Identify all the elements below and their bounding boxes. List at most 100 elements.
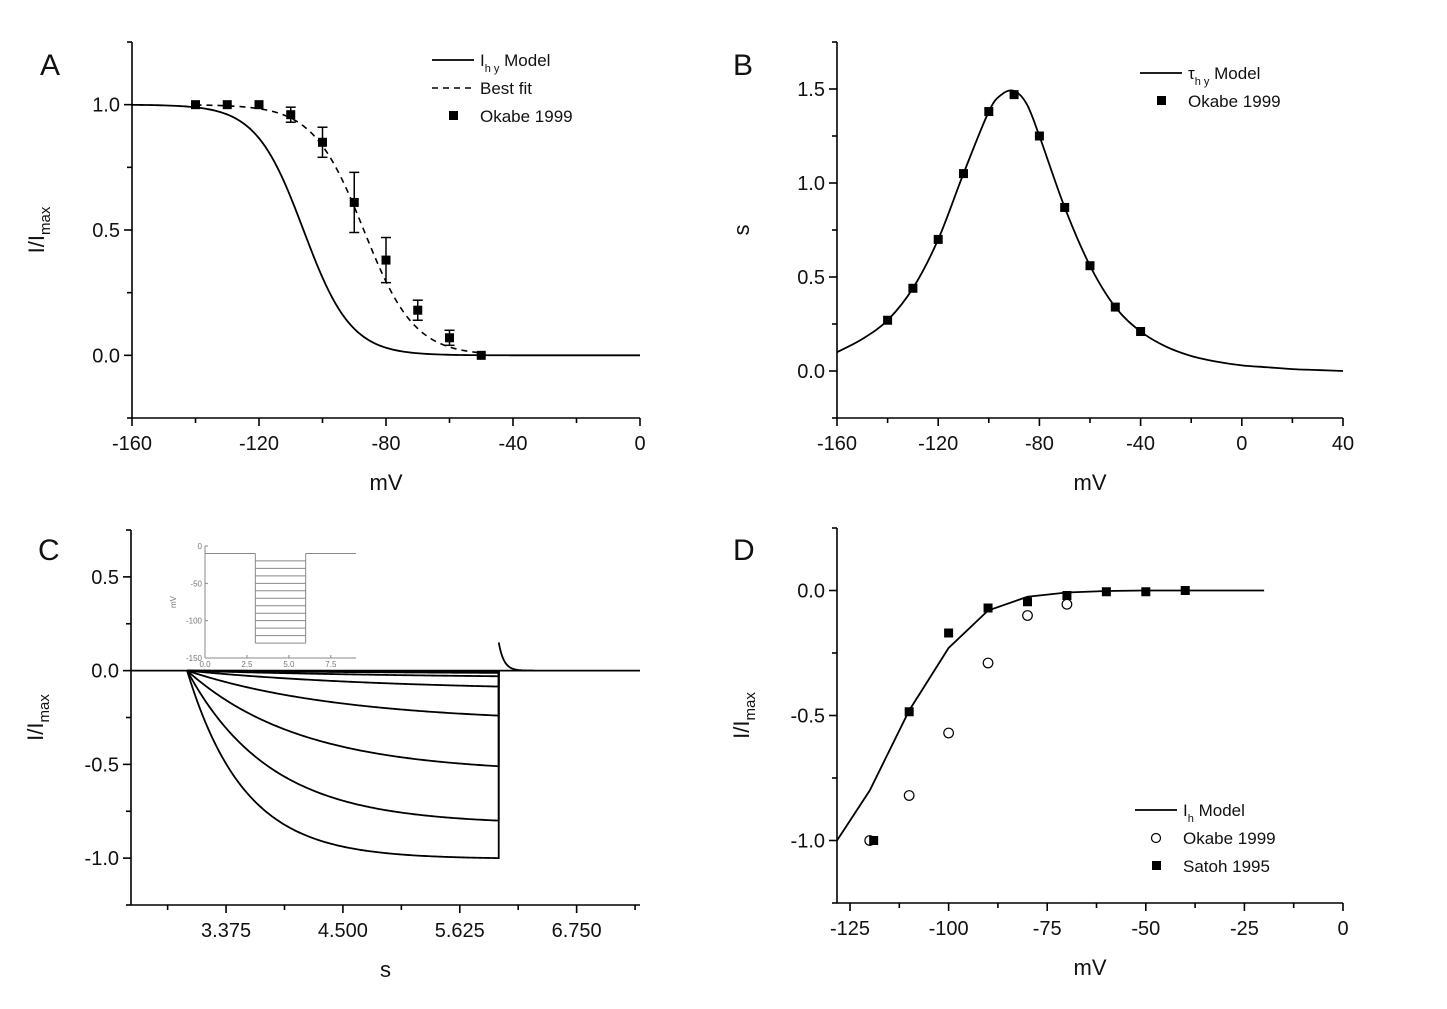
y-axis-label-sub: max	[37, 206, 54, 235]
legend-label: Okabe 1999	[1188, 92, 1281, 111]
y-tick-label: 0.0	[797, 361, 825, 383]
y-tick-label: 1.5	[797, 79, 825, 101]
inset-x-tick-label: 0.0	[199, 660, 211, 669]
data-point	[933, 234, 943, 244]
legend-item: Best fit	[432, 79, 532, 98]
data-point	[959, 169, 968, 179]
panel-letter: C	[38, 534, 60, 567]
tail-current-trace	[497, 642, 535, 672]
current-trace	[186, 670, 500, 822]
legend-label-main: Okabe 1999	[480, 107, 573, 126]
y-axis-label-main: I/I	[729, 721, 754, 739]
okabe-data-point	[943, 727, 955, 739]
y-axis-label: I/Imax	[729, 692, 759, 739]
legend-label: Best fit	[480, 79, 532, 98]
data-point	[1034, 131, 1044, 141]
x-tick-label: 0	[1236, 433, 1247, 455]
y-axis-label-main: I/I	[24, 235, 49, 253]
okabe-data-point	[1061, 598, 1073, 610]
panel-letter: D	[733, 534, 755, 567]
legend-item: Okabe 1999	[449, 107, 573, 126]
x-tick-label: -160	[817, 433, 857, 455]
best-fit-line	[195, 104, 482, 354]
y-axis-label-main: s	[729, 225, 754, 236]
legend-item: Okabe 1999	[1150, 829, 1276, 848]
legend-item: τh y Model	[1140, 64, 1260, 88]
current-trace	[186, 670, 500, 860]
inset-x-tick-label: 2.5	[241, 660, 253, 669]
panel-c: 3.375 4.500 5.625 6.750 -1.0 -0.5 0.0 0.5 s I/Ima…	[23, 529, 640, 982]
model-line	[836, 589, 1265, 841]
y-axis-label-main: I/I	[23, 723, 48, 741]
y-tick-label: -1.0	[791, 831, 825, 853]
data-point	[908, 283, 918, 293]
x-tick-label: -125	[830, 918, 870, 940]
satoh-data-point	[869, 836, 879, 845]
x-tick-label: -40	[1126, 433, 1155, 455]
legend-label: τh y Model	[1188, 64, 1260, 88]
y-axis-label: s	[729, 225, 754, 236]
x-tick-label: 0	[1337, 918, 1348, 940]
data-point	[1009, 90, 1019, 100]
inset-x-tick-label: 5.0	[283, 660, 295, 669]
panel-b: -160 -120 -80 -40 0 40 0.0 0.5 1.0 1.5 mV s B τh y Mo…	[729, 41, 1354, 495]
legend-label-rest: Model	[1209, 64, 1260, 83]
data-point	[318, 137, 327, 147]
current-trace	[186, 669, 500, 717]
satoh-data-point	[1101, 587, 1111, 597]
model-line	[836, 89, 1344, 372]
legend-item: Satoh 1995	[1152, 857, 1270, 876]
current-trace	[187, 669, 500, 688]
panel-letter: B	[733, 49, 753, 82]
legend-label: Satoh 1995	[1183, 857, 1270, 876]
x-tick-label: -75	[1033, 918, 1062, 940]
x-tick-label: -120	[918, 433, 958, 455]
inset-y-tick-label: -50	[190, 579, 202, 588]
current-trace	[186, 669, 500, 768]
panel-letter: A	[40, 49, 60, 82]
inset-y-label: mV	[169, 595, 178, 608]
data-point	[381, 255, 391, 265]
x-tick-label: 5.625	[435, 920, 485, 942]
y-tick-label: -0.5	[791, 706, 825, 728]
legend-label-main: I	[480, 51, 485, 70]
data-point	[349, 197, 359, 207]
data-point	[286, 110, 296, 120]
data-point	[476, 350, 486, 360]
legend-label-main: Best fit	[480, 79, 532, 98]
x-axis-label: s	[380, 957, 391, 982]
y-tick-label: -0.5	[85, 754, 119, 776]
model-line	[131, 103, 640, 357]
data-point	[413, 305, 423, 315]
legend-label-sub: h y	[485, 63, 500, 75]
legend-swatch-circle	[1150, 832, 1162, 844]
y-tick-label: -1.0	[85, 848, 119, 870]
legend-label-main: I	[1183, 801, 1188, 820]
x-axis-label: mV	[1074, 955, 1107, 980]
data-point	[984, 107, 994, 117]
satoh-data-point	[1022, 597, 1032, 607]
legend-label-main: Okabe 1999	[1188, 92, 1281, 111]
okabe-data-point	[1022, 610, 1033, 621]
legend-label-main: Okabe 1999	[1183, 829, 1276, 848]
x-tick-label: -100	[929, 918, 969, 940]
legend-label-sub: h y	[1195, 76, 1210, 88]
data-point	[254, 100, 264, 110]
y-axis-label-sub: max	[742, 692, 759, 721]
data-point	[1110, 302, 1120, 312]
data-point	[445, 333, 454, 343]
data-point	[191, 100, 200, 110]
legend-item: Ih Model	[1135, 801, 1245, 825]
x-axis-label: mV	[370, 470, 403, 495]
y-tick-label: 0.5	[797, 267, 825, 289]
legend-label-rest: Model	[499, 51, 550, 70]
okabe-data-point	[903, 790, 915, 801]
legend-item: Okabe 1999	[1157, 92, 1281, 111]
x-tick-label: 4.500	[318, 920, 368, 942]
data-point	[222, 100, 232, 110]
legend-label: Ih y Model	[480, 51, 550, 75]
y-tick-label: 0.5	[91, 567, 119, 589]
legend-label: Okabe 1999	[480, 107, 573, 126]
y-tick-label: 1.0	[797, 173, 825, 195]
x-tick-label: 3.375	[201, 920, 251, 942]
